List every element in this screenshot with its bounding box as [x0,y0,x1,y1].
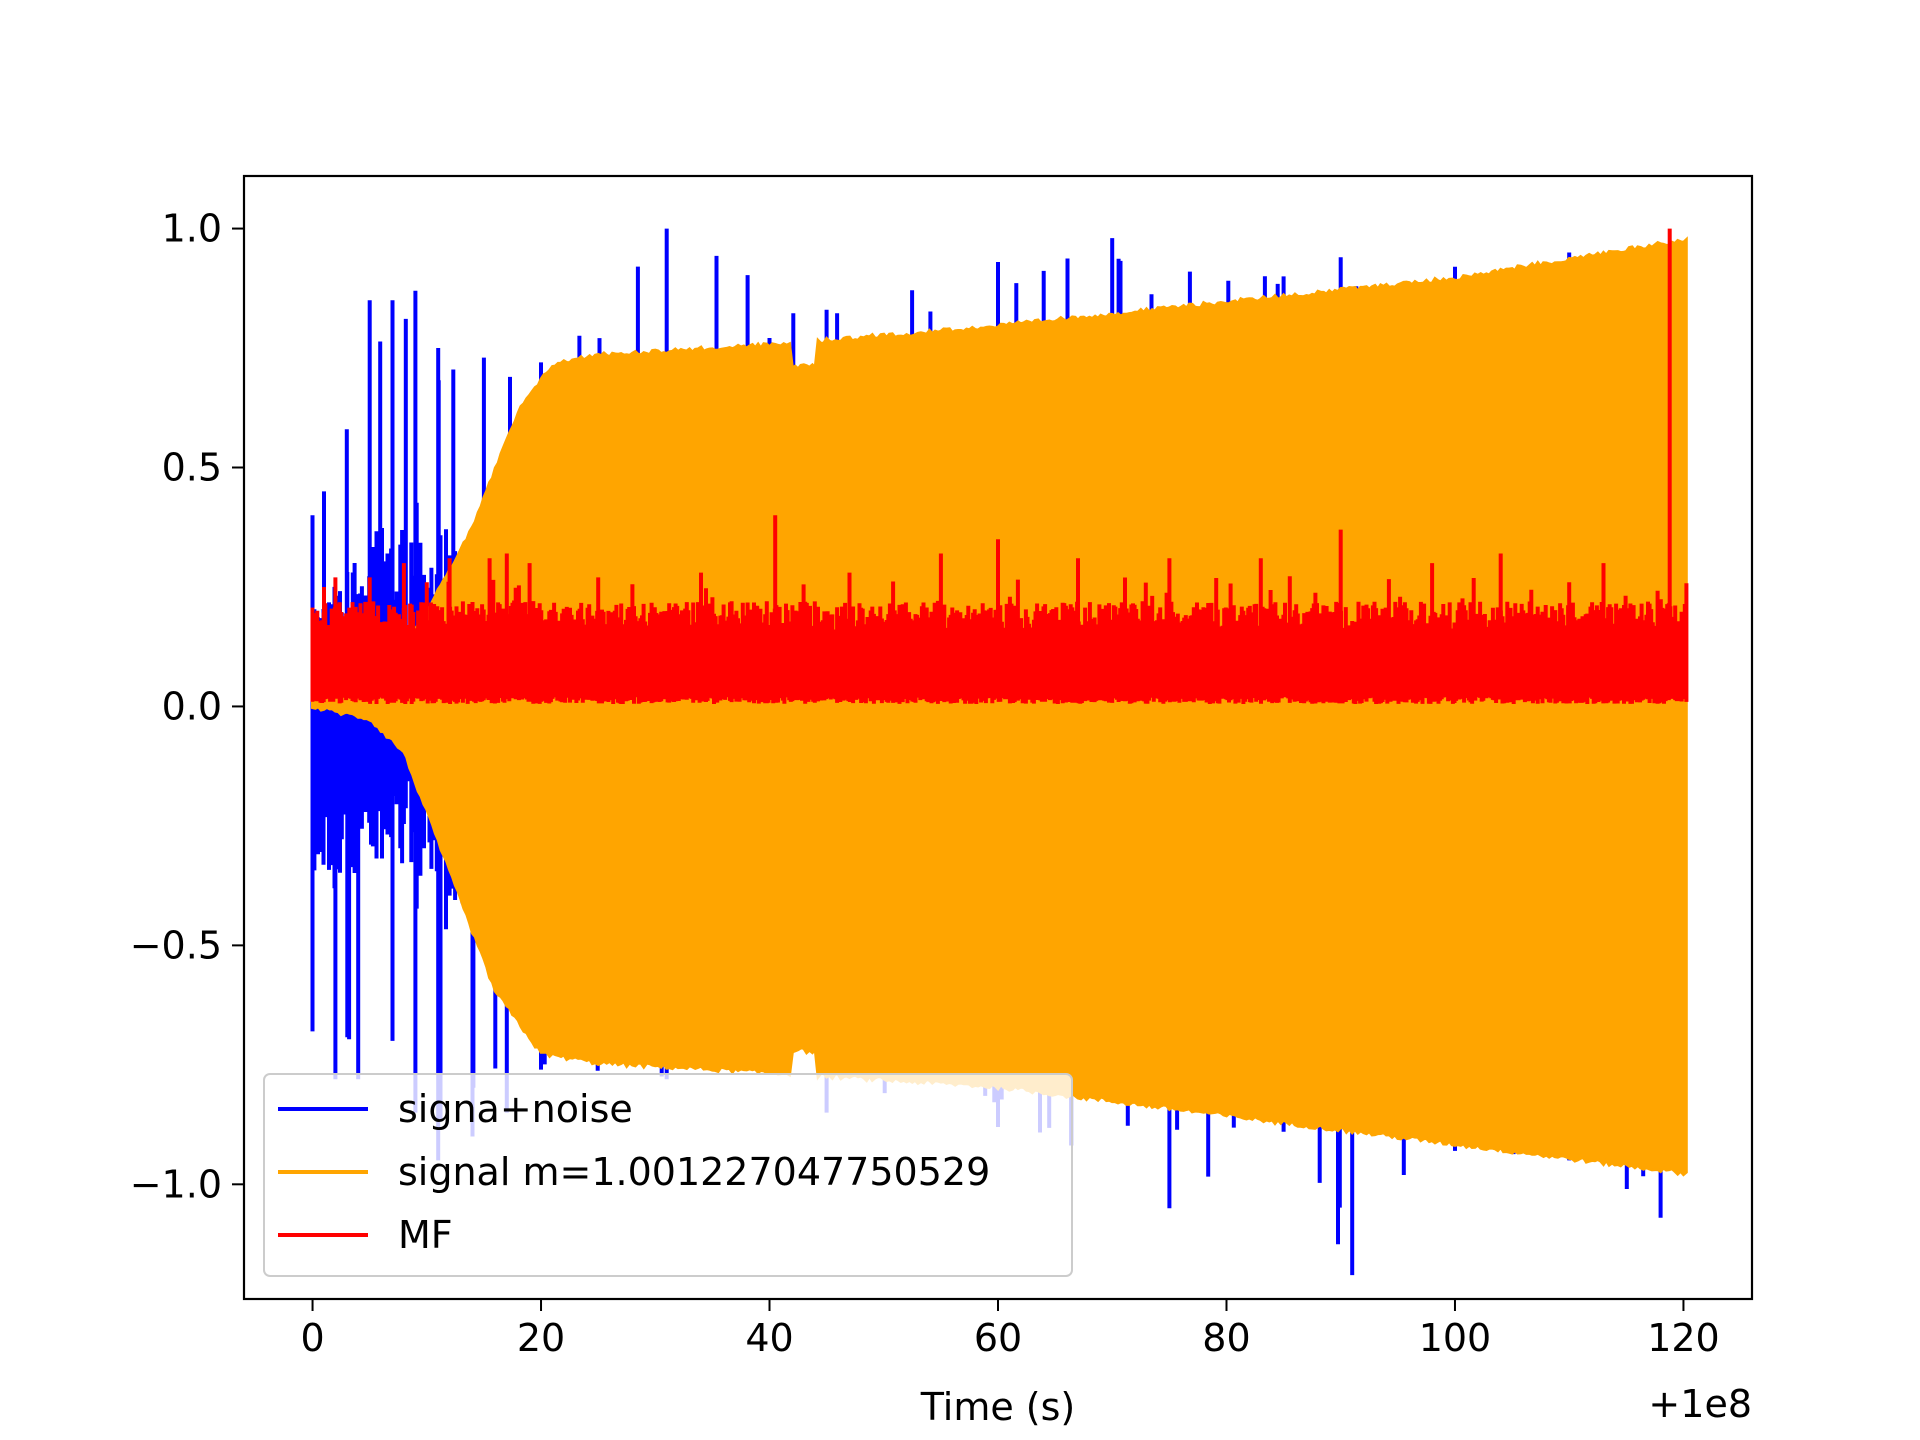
x-tick-label: 60 [974,1316,1022,1360]
series-signal [311,236,1688,1177]
legend-label-signa-noise: signa+noise [398,1087,633,1131]
x-tick-label: 40 [745,1316,793,1360]
y-axis-ticks: 1.0 0.5 0.0 −0.5 −1.0 [130,207,244,1206]
x-axis-label: Time (s) [920,1385,1076,1429]
series-mf [310,228,1689,704]
x-tick-label: 0 [300,1316,324,1360]
legend-box [263,1073,1073,1277]
x-axis-offset-label: +1e8 [1648,1382,1752,1426]
legend: signa+noise signal m=1.001227047750529 M… [263,1073,1073,1277]
signal-trace [311,236,1688,1177]
x-axis-ticks: 0 20 40 60 80 100 120 [300,1299,1720,1360]
y-tick-label: −1.0 [130,1162,222,1206]
legend-label-signal: signal m=1.001227047750529 [398,1150,990,1194]
mf-trace [310,228,1689,704]
y-tick-label: 0.5 [162,446,222,490]
legend-label-mf: MF [398,1213,453,1257]
x-tick-label: 100 [1419,1316,1492,1360]
plot-area [310,228,1689,1276]
y-tick-label: 0.0 [162,684,222,728]
x-tick-label: 80 [1202,1316,1250,1360]
x-tick-label: 20 [517,1316,565,1360]
y-tick-label: 1.0 [162,207,222,251]
x-tick-label: 120 [1647,1316,1720,1360]
y-tick-label: −0.5 [130,923,222,967]
